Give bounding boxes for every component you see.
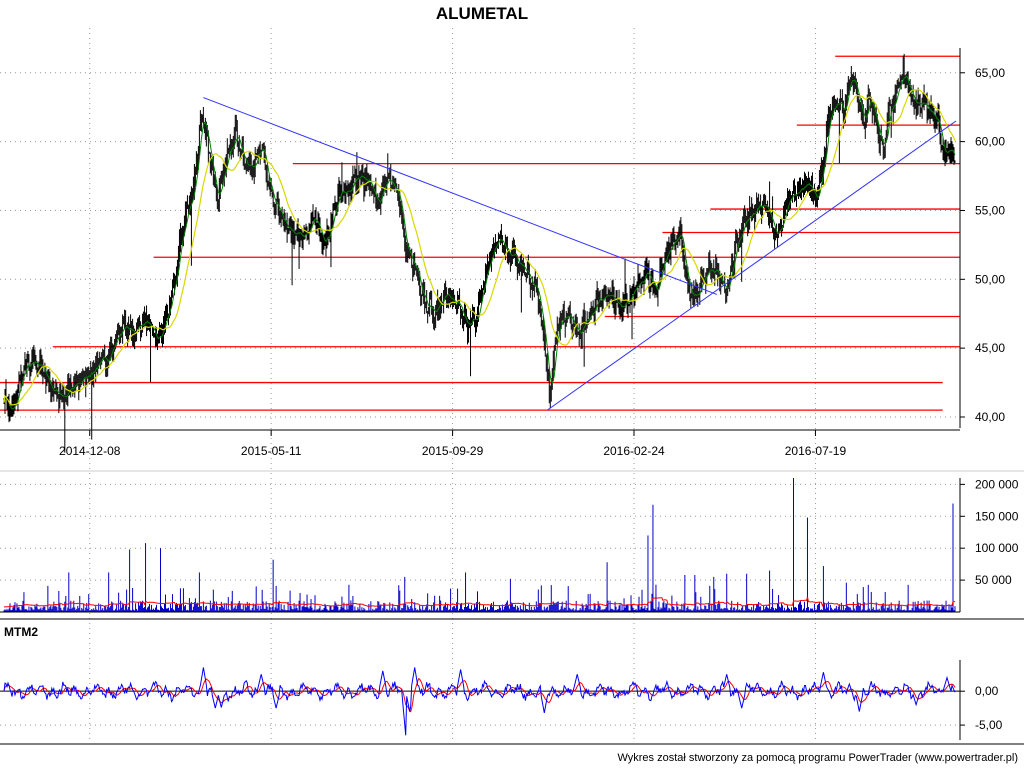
footer-credit: Wykres został stworzony za pomocą progra… (617, 752, 1018, 764)
volume-average-line (3, 596, 956, 608)
volume-y-tick-label: 200 000 (975, 477, 1019, 491)
price-grid (0, 28, 960, 742)
price-x-tick-label: 2016-02-24 (603, 444, 665, 458)
trend-line (203, 97, 717, 295)
chart-title: ALUMETAL (436, 4, 528, 23)
price-y-tick-label: 55,00 (975, 203, 1005, 217)
volume-grid (0, 483, 960, 581)
price-x-tick-label: 2016-07-19 (785, 444, 847, 458)
price-y-tick-label: 60,00 (975, 135, 1005, 149)
price-x-tick-label: 2015-09-29 (422, 444, 484, 458)
volume-y-ticks: 50 000 100 000 150 000 200 000 (960, 477, 1019, 587)
momentum-y-ticks: 0,00 -5,00 (960, 684, 1003, 732)
momentum-line (3, 667, 956, 736)
volume-y-tick-label: 50 000 (975, 573, 1012, 587)
volume-y-tick-label: 100 000 (975, 541, 1019, 555)
price-x-tick-label: 2014-12-08 (59, 444, 121, 458)
momentum-title: MTM2 (4, 625, 38, 639)
price-x-ticks: 2014-12-08 2015-05-11 2015-09-29 2016-02-24… (59, 430, 846, 458)
momentum-y-tick-label: 0,00 (975, 684, 999, 698)
volume-panel: 50 000 100 000 150 000 200 000 (0, 470, 1024, 613)
price-moving-averages (3, 75, 956, 410)
volume-y-tick-label: 150 000 (975, 509, 1019, 523)
long-moving-average (3, 88, 956, 406)
momentum-lines (3, 667, 956, 736)
trend-line (546, 120, 957, 411)
volume-average (3, 596, 956, 608)
price-y-ticks: 40,00 45,00 50,00 55,00 60,00 65,00 (960, 66, 1005, 424)
price-trend-lines (203, 97, 957, 411)
price-y-tick-label: 50,00 (975, 272, 1005, 286)
price-panel: 40,00 45,00 50,00 55,00 60,00 65,00 2014-12-0… (0, 28, 1005, 742)
volume-bars (3, 478, 956, 612)
price-y-tick-label: 40,00 (975, 410, 1005, 424)
momentum-panel: MTM2 0,00 -5,00 (0, 618, 1024, 745)
momentum-y-tick-label: -5,00 (975, 718, 1003, 732)
price-y-tick-label: 45,00 (975, 341, 1005, 355)
price-y-tick-label: 65,00 (975, 66, 1005, 80)
price-x-tick-label: 2015-05-11 (241, 444, 302, 458)
